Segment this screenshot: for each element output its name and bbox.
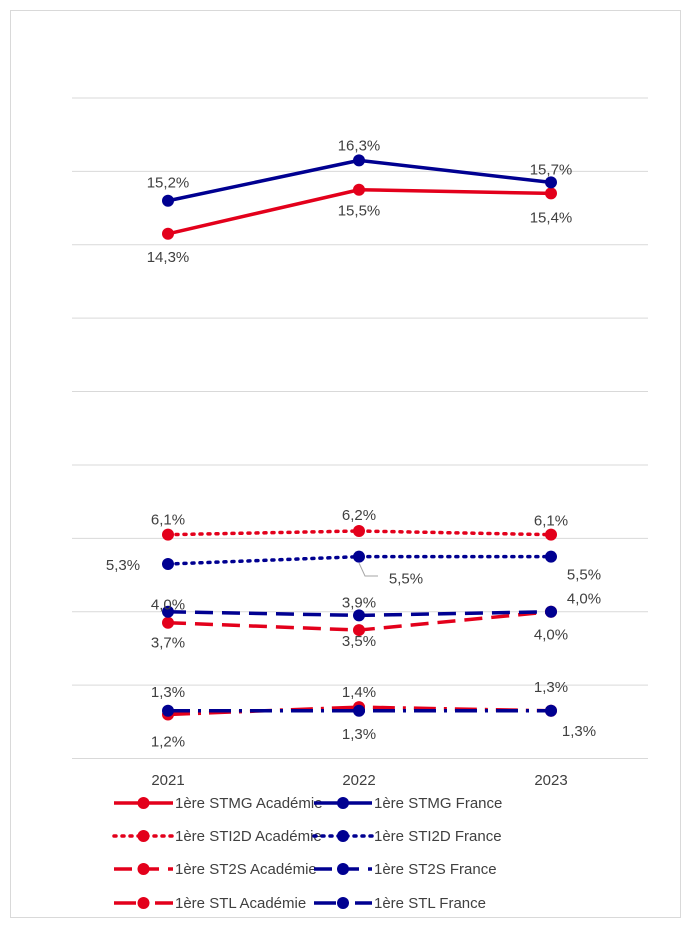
- legend-item: 1ère ST2S France: [314, 861, 497, 878]
- data-point: [545, 187, 557, 200]
- data-label: 16,3%: [338, 137, 381, 154]
- data-point: [162, 558, 174, 571]
- legend-label: 1ère STL Académie: [175, 895, 306, 912]
- data-point: [545, 550, 557, 563]
- label-leader-line: [358, 562, 378, 577]
- data-label: 1,2%: [151, 733, 185, 750]
- data-label: 4,0%: [567, 591, 601, 608]
- data-label: 6,1%: [151, 512, 185, 529]
- legend-label: 1ère STL France: [374, 895, 486, 912]
- legend-label: 1ère STMG Académie: [175, 795, 323, 812]
- legend-swatch-marker: [137, 863, 150, 875]
- data-point: [545, 605, 557, 618]
- data-point: [353, 609, 365, 622]
- chart-frame: [10, 10, 681, 918]
- data-label: 15,2%: [147, 175, 190, 192]
- data-label: 1,3%: [562, 723, 596, 740]
- data-label: 3,9%: [342, 594, 376, 611]
- legend-swatch-marker: [337, 797, 349, 809]
- data-point: [162, 227, 174, 240]
- legend-swatch-marker: [137, 797, 150, 809]
- legend-item: 1ère STI2D Académie: [112, 828, 322, 845]
- data-label: 6,2%: [342, 507, 376, 524]
- data-label: 15,4%: [530, 209, 573, 226]
- legend-item: 1ère STMG Académie: [114, 795, 323, 812]
- data-label: 4,0%: [151, 597, 185, 614]
- data-point: [353, 183, 365, 196]
- data-point: [353, 524, 365, 537]
- data-label: 5,3%: [106, 557, 140, 574]
- legend-swatch-marker: [337, 863, 349, 875]
- legend-item: 1ère STMG France: [314, 795, 502, 812]
- data-label: 1,4%: [342, 684, 376, 701]
- legend-item: 1ère STL France: [314, 895, 486, 912]
- data-label: 14,3%: [147, 249, 190, 266]
- legend-label: 1ère STI2D Académie: [175, 828, 322, 845]
- legend-item: 1ère STI2D France: [312, 828, 502, 845]
- data-label: 4,0%: [534, 627, 568, 644]
- data-point: [545, 176, 557, 189]
- data-label: 3,5%: [342, 633, 376, 650]
- data-point: [353, 550, 365, 563]
- legend-swatch-marker: [137, 897, 150, 909]
- data-point: [353, 624, 365, 637]
- data-point: [353, 154, 365, 167]
- data-point: [545, 528, 557, 541]
- data-label: 15,5%: [338, 203, 381, 220]
- data-point: [162, 528, 174, 541]
- x-tick-label: 2023: [534, 772, 567, 789]
- legend-label: 1ère STI2D France: [374, 828, 502, 845]
- legend-label: 1ère ST2S France: [374, 861, 497, 878]
- x-tick-label: 2022: [342, 772, 375, 789]
- data-label: 1,3%: [534, 679, 568, 696]
- data-point: [162, 194, 174, 207]
- legend-item: 1ère ST2S Académie: [114, 861, 317, 878]
- data-label: 1,3%: [342, 726, 376, 743]
- data-point: [162, 704, 174, 717]
- legend-label: 1ère STMG France: [374, 795, 502, 812]
- data-label: 3,7%: [151, 635, 185, 652]
- data-point: [545, 704, 557, 717]
- legend-swatch-marker: [337, 897, 349, 909]
- legend-label: 1ère ST2S Académie: [175, 861, 317, 878]
- data-point: [162, 616, 174, 629]
- legend-item: 1ère STL Académie: [114, 895, 306, 912]
- legend-swatch-marker: [337, 830, 349, 842]
- data-point: [162, 605, 174, 618]
- data-label: 15,7%: [530, 161, 573, 178]
- data-label: 1,3%: [151, 684, 185, 701]
- data-label: 5,5%: [567, 567, 601, 584]
- data-label: 6,1%: [534, 513, 568, 530]
- x-tick-label: 2021: [151, 772, 184, 789]
- data-label: 5,5%: [389, 571, 423, 588]
- data-point: [353, 704, 365, 717]
- legend-swatch-marker: [137, 830, 150, 842]
